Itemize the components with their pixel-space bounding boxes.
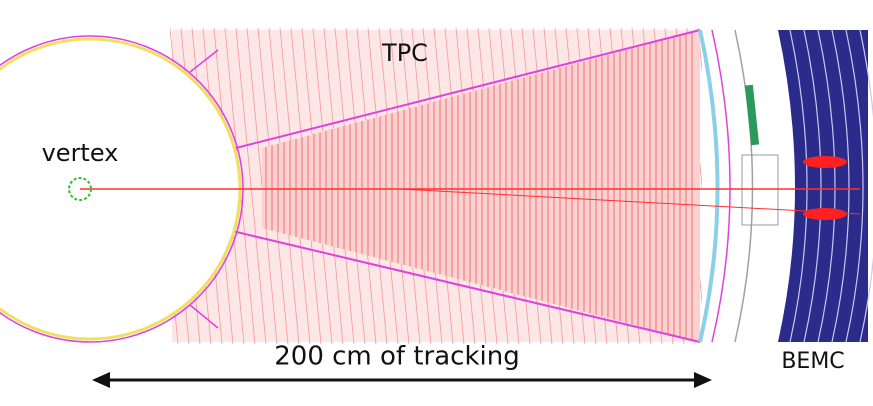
bemc-label: BEMC [781,349,844,374]
tracking-label: 200 cm of tracking [274,342,519,372]
tpc-label: TPC [381,39,428,67]
bemc-hit [803,208,847,220]
detector-diagram: TPC vertex 200 cm of tracking BEMC [0,0,873,406]
bemc-hit [803,156,847,168]
vertex-label: vertex [42,139,119,167]
